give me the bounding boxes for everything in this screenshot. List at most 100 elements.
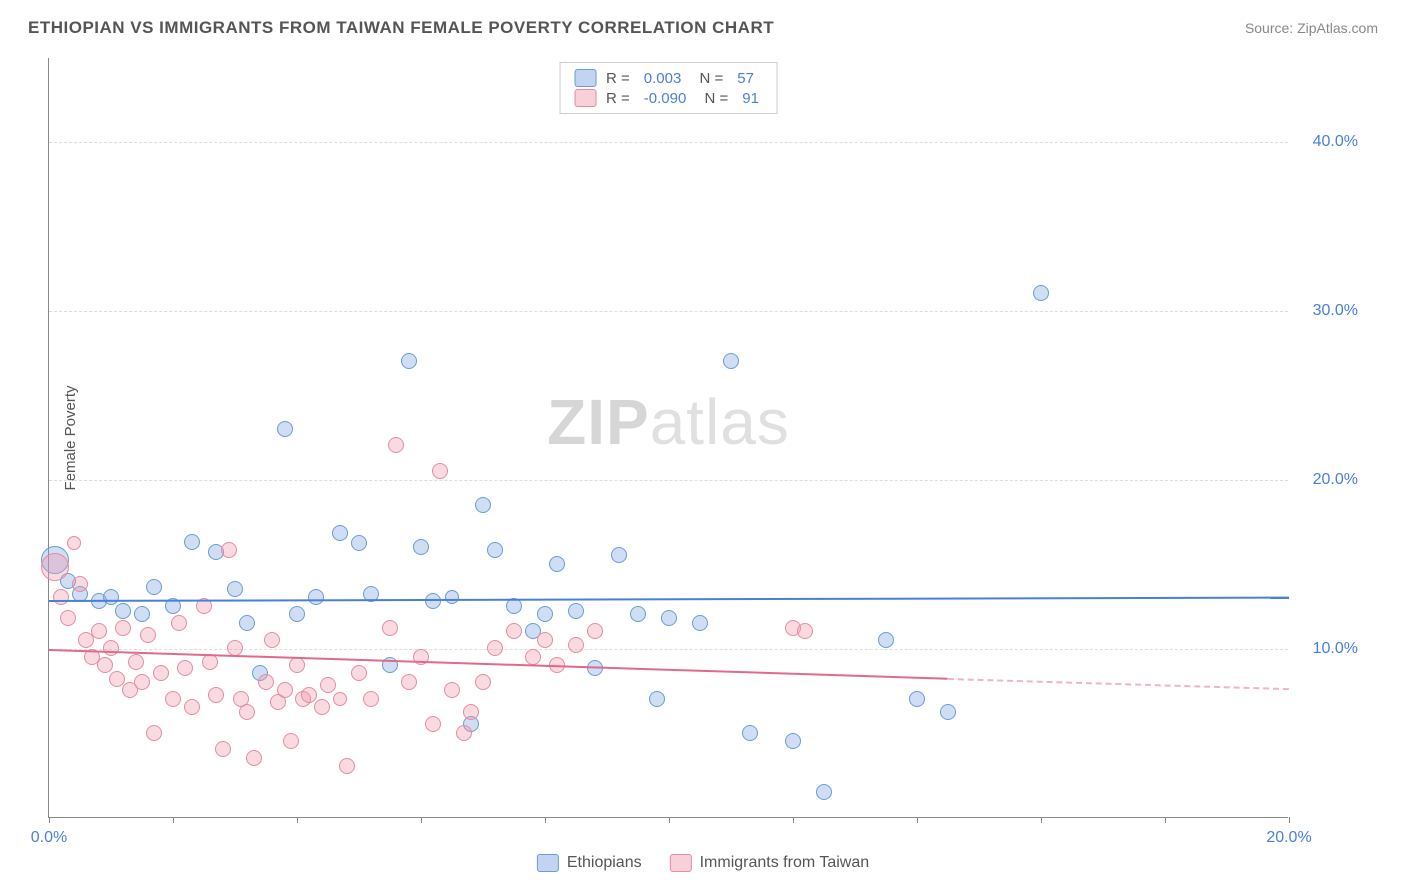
x-tick bbox=[545, 817, 546, 823]
x-tick bbox=[917, 817, 918, 823]
chart-container: Female Poverty ZIPatlas R = 0.003 N = 57… bbox=[48, 58, 1378, 818]
legend-item-blue: Ethiopians bbox=[537, 854, 642, 872]
scatter-point bbox=[289, 606, 305, 622]
scatter-point bbox=[742, 725, 758, 741]
n-label: N = bbox=[700, 90, 728, 107]
scatter-point bbox=[940, 704, 956, 720]
scatter-point bbox=[184, 699, 200, 715]
trend-line bbox=[49, 597, 1289, 602]
scatter-point bbox=[165, 691, 181, 707]
scatter-point bbox=[134, 606, 150, 622]
scatter-point bbox=[146, 579, 162, 595]
scatter-point bbox=[692, 615, 708, 631]
r-label: R = bbox=[606, 90, 630, 107]
scatter-point bbox=[475, 497, 491, 513]
scatter-point bbox=[208, 687, 224, 703]
scatter-point bbox=[308, 589, 324, 605]
scatter-point bbox=[320, 677, 336, 693]
x-tick-label: 20.0% bbox=[1266, 829, 1311, 847]
scatter-point bbox=[723, 353, 739, 369]
scatter-point bbox=[91, 623, 107, 639]
scatter-point bbox=[487, 542, 503, 558]
scatter-point bbox=[264, 632, 280, 648]
n-value-pink: 91 bbox=[742, 90, 759, 107]
scatter-point bbox=[221, 542, 237, 558]
scatter-point bbox=[785, 733, 801, 749]
scatter-point bbox=[661, 610, 677, 626]
n-label: N = bbox=[695, 70, 723, 87]
scatter-point bbox=[630, 606, 646, 622]
scatter-point bbox=[444, 682, 460, 698]
scatter-point bbox=[140, 627, 156, 643]
scatter-point bbox=[506, 623, 522, 639]
scatter-point bbox=[382, 620, 398, 636]
scatter-point bbox=[277, 682, 293, 698]
scatter-point bbox=[537, 632, 553, 648]
scatter-point bbox=[525, 649, 541, 665]
scatter-point bbox=[1033, 285, 1049, 301]
legend-label-blue: Ethiopians bbox=[567, 854, 642, 872]
x-tick bbox=[1289, 817, 1290, 823]
scatter-point bbox=[258, 674, 274, 690]
swatch-blue bbox=[574, 69, 596, 87]
y-tick-label: 30.0% bbox=[1313, 302, 1358, 320]
scatter-point bbox=[227, 640, 243, 656]
scatter-point bbox=[177, 660, 193, 676]
scatter-point bbox=[456, 725, 472, 741]
x-tick bbox=[297, 817, 298, 823]
x-tick bbox=[1041, 817, 1042, 823]
scatter-point bbox=[289, 657, 305, 673]
scatter-point bbox=[611, 547, 627, 563]
legend-label-pink: Immigrants from Taiwan bbox=[700, 854, 870, 872]
scatter-point bbox=[60, 610, 76, 626]
scatter-point bbox=[432, 463, 448, 479]
scatter-point bbox=[363, 691, 379, 707]
scatter-point bbox=[53, 589, 69, 605]
scatter-point bbox=[351, 535, 367, 551]
x-tick bbox=[173, 817, 174, 823]
scatter-point bbox=[445, 590, 459, 604]
scatter-point bbox=[184, 534, 200, 550]
r-value-pink: -0.090 bbox=[644, 90, 687, 107]
scatter-point bbox=[413, 539, 429, 555]
scatter-point bbox=[153, 665, 169, 681]
n-value-blue: 57 bbox=[737, 70, 754, 87]
scatter-point bbox=[549, 556, 565, 572]
gridline bbox=[49, 480, 1288, 481]
series-legend: Ethiopians Immigrants from Taiwan bbox=[537, 854, 869, 872]
scatter-point bbox=[41, 553, 69, 581]
y-tick-label: 10.0% bbox=[1313, 640, 1358, 658]
chart-title: ETHIOPIAN VS IMMIGRANTS FROM TAIWAN FEMA… bbox=[28, 18, 774, 38]
scatter-point bbox=[146, 725, 162, 741]
y-tick-label: 40.0% bbox=[1313, 133, 1358, 151]
scatter-point bbox=[239, 704, 255, 720]
scatter-point bbox=[277, 421, 293, 437]
plot-area: ZIPatlas R = 0.003 N = 57 R = -0.090 N =… bbox=[48, 58, 1288, 818]
stats-row-blue: R = 0.003 N = 57 bbox=[574, 68, 763, 88]
legend-item-pink: Immigrants from Taiwan bbox=[670, 854, 870, 872]
scatter-point bbox=[333, 692, 347, 706]
x-tick bbox=[421, 817, 422, 823]
scatter-point bbox=[103, 589, 119, 605]
scatter-point bbox=[128, 654, 144, 670]
x-tick bbox=[49, 817, 50, 823]
scatter-point bbox=[115, 603, 131, 619]
trend-line bbox=[948, 678, 1289, 690]
scatter-point bbox=[351, 665, 367, 681]
scatter-point bbox=[103, 640, 119, 656]
scatter-point bbox=[215, 741, 231, 757]
stats-row-pink: R = -0.090 N = 91 bbox=[574, 88, 763, 108]
y-tick-label: 20.0% bbox=[1313, 471, 1358, 489]
scatter-point bbox=[797, 623, 813, 639]
swatch-pink bbox=[574, 89, 596, 107]
scatter-point bbox=[401, 674, 417, 690]
scatter-point bbox=[878, 632, 894, 648]
scatter-point bbox=[332, 525, 348, 541]
scatter-point bbox=[816, 784, 832, 800]
scatter-point bbox=[537, 606, 553, 622]
scatter-point bbox=[649, 691, 665, 707]
swatch-pink bbox=[670, 854, 692, 872]
scatter-point bbox=[283, 733, 299, 749]
gridline bbox=[49, 311, 1288, 312]
scatter-point bbox=[227, 581, 243, 597]
